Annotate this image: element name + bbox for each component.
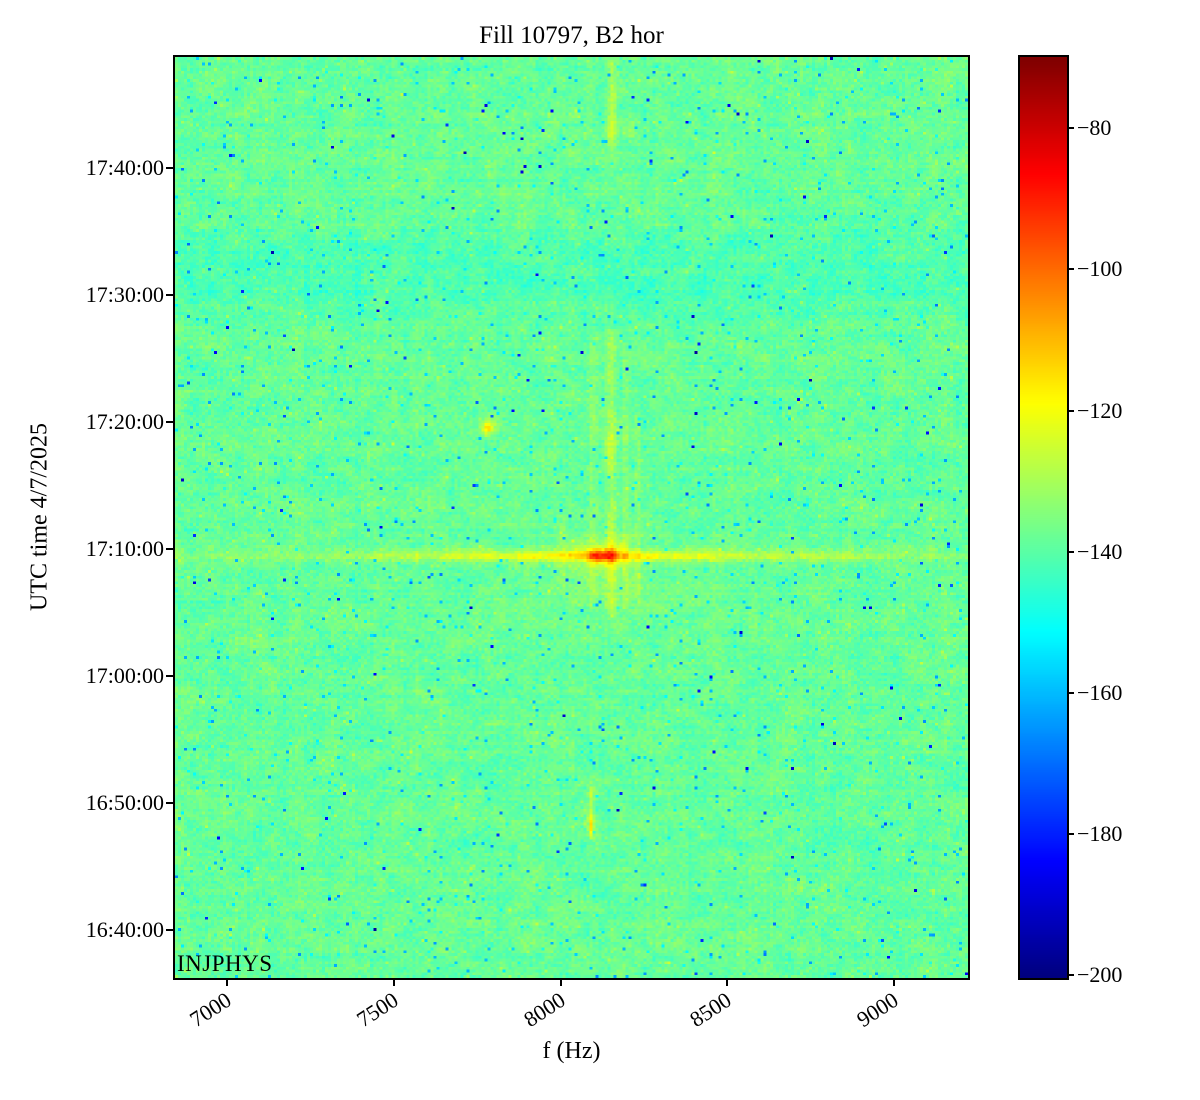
y-tick-label: 17:00:00 xyxy=(85,663,164,689)
x-tick-mark xyxy=(226,978,229,986)
y-tick-label: 17:10:00 xyxy=(85,536,164,562)
spectrogram-heatmap xyxy=(175,57,968,978)
x-tick-label: 7000 xyxy=(185,987,236,1032)
x-tick-mark xyxy=(892,978,895,986)
colorbar-tick-label: −200 xyxy=(1077,962,1123,988)
beam-mode-watermark: INJPHYS xyxy=(177,951,273,976)
colorbar-tick-mark xyxy=(1067,268,1074,271)
x-tick-label: 8000 xyxy=(518,987,570,1032)
y-tick-label: 16:50:00 xyxy=(85,790,164,816)
y-tick-mark xyxy=(166,421,174,424)
colorbar-tick-label: −160 xyxy=(1077,679,1123,705)
y-tick-label: 17:20:00 xyxy=(85,409,164,435)
y-axis-label: UTC time 4/7/2025 xyxy=(26,423,53,611)
y-tick-mark xyxy=(166,167,174,170)
y-tick-mark xyxy=(166,802,174,805)
x-axis-label: f (Hz) xyxy=(542,1038,601,1064)
x-tick-label: 9000 xyxy=(851,987,903,1032)
x-tick-mark xyxy=(559,978,562,986)
colorbar-tick-label: −180 xyxy=(1077,821,1123,847)
x-tick-mark xyxy=(392,978,395,986)
y-tick-label: 17:30:00 xyxy=(85,282,164,308)
y-tick-mark xyxy=(166,929,174,932)
y-tick-mark xyxy=(166,294,174,297)
x-tick-label: 8500 xyxy=(685,987,736,1032)
colorbar-tick-mark xyxy=(1067,833,1074,836)
colorbar-tick-label: −140 xyxy=(1077,538,1123,564)
y-tick-label: 17:40:00 xyxy=(85,155,164,181)
colorbar-tick-mark xyxy=(1067,974,1074,977)
x-tick-label: 7500 xyxy=(352,987,403,1032)
y-tick-mark xyxy=(166,675,174,678)
colorbar-tick-label: −120 xyxy=(1077,397,1123,423)
colorbar-tick-mark xyxy=(1067,550,1074,553)
colorbar-tick-mark xyxy=(1067,409,1074,412)
x-tick-mark xyxy=(726,978,729,986)
colorbar-tick-label: −100 xyxy=(1077,256,1123,282)
y-tick-label: 16:40:00 xyxy=(85,917,164,943)
y-tick-mark xyxy=(166,548,174,551)
colorbar-tick-mark xyxy=(1067,127,1074,130)
colorbar-tick-label: −80 xyxy=(1077,115,1112,141)
colorbar-gradient xyxy=(1020,57,1067,978)
plot-title: Fill 10797, B2 hor xyxy=(479,22,664,49)
colorbar-tick-mark xyxy=(1067,691,1074,694)
